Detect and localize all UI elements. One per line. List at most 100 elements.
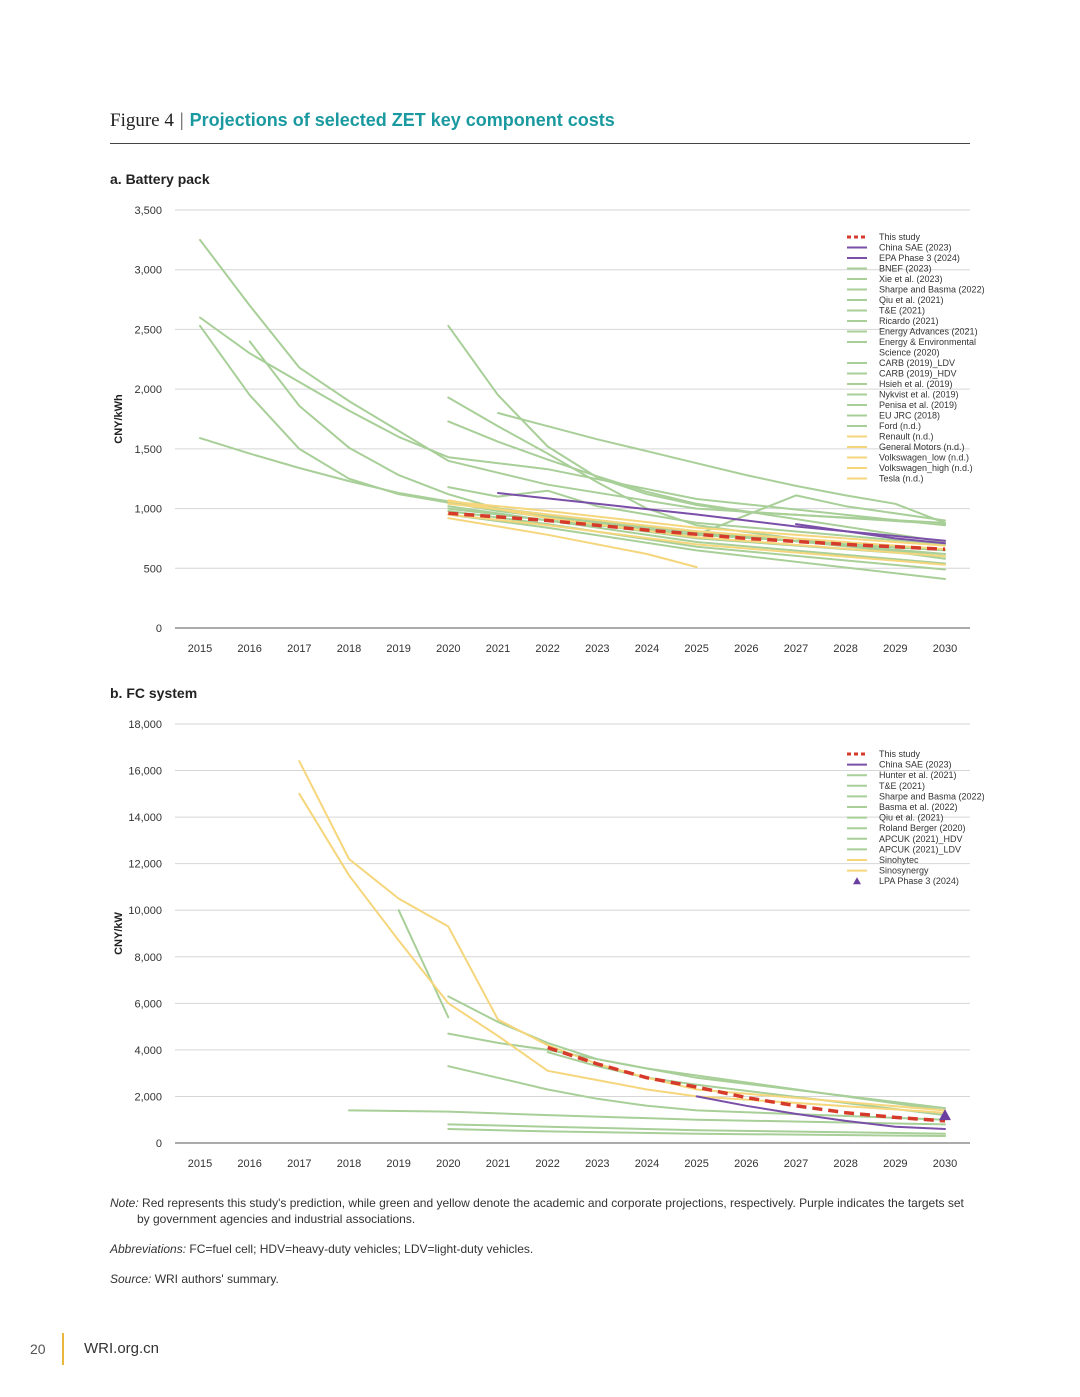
note-paragraph: Note: Red represents this study's predic… xyxy=(110,1195,970,1227)
y-tick-label: 10,000 xyxy=(128,905,162,917)
x-tick-label: 2019 xyxy=(386,643,410,655)
series-line-nykvist-et-al-2019 xyxy=(447,507,946,565)
series-line-carb-2019-hdv xyxy=(447,486,946,546)
source-paragraph: Source: WRI authors' summary. xyxy=(110,1271,970,1287)
x-tick-label: 2016 xyxy=(237,1158,261,1170)
y-tick-label: 12,000 xyxy=(128,859,162,871)
y-tick-label: 2,000 xyxy=(134,1091,162,1103)
legend-swatch-triangle xyxy=(853,877,861,885)
legend-label: BNEF (2023) xyxy=(879,264,932,274)
legend-label: Hsieh et al. (2019) xyxy=(879,379,953,389)
heading-rule xyxy=(110,143,970,144)
legend-label: Energy Advances (2021) xyxy=(879,327,978,337)
abbreviations-label: Abbreviations: xyxy=(110,1242,187,1256)
series-line-this-study xyxy=(448,511,946,551)
legend-label: EPA Phase 3 (2024) xyxy=(879,253,960,263)
x-tick-label: 2017 xyxy=(287,643,311,655)
y-tick-label: 2,500 xyxy=(134,324,162,336)
marker-lpa-phase-3-2024 xyxy=(939,1109,951,1121)
series-line-sinosynergy xyxy=(298,792,946,1114)
legend-label: Xie et al. (2023) xyxy=(879,274,943,284)
legend-label: Volkswagen_high (n.d.) xyxy=(879,463,973,473)
legend-label: Hunter et al. (2021) xyxy=(879,770,957,780)
y-tick-label: 6,000 xyxy=(134,998,162,1010)
y-tick-label: 16,000 xyxy=(128,766,162,778)
figure-notes: Note: Red represents this study's predic… xyxy=(110,1195,970,1301)
x-tick-label: 2023 xyxy=(585,1158,609,1170)
legend-label: Sinohytec xyxy=(879,855,919,865)
x-tick-label: 2025 xyxy=(684,1158,708,1170)
abbreviations-text: FC=fuel cell; HDV=heavy-duty vehicles; L… xyxy=(186,1242,534,1256)
legend-label: Renault (n.d.) xyxy=(879,432,934,442)
legend-label: T&E (2021) xyxy=(879,781,925,791)
series-line-tesla-n-d xyxy=(447,517,698,569)
note-label: Note: xyxy=(110,1196,139,1210)
legend-label: APCUK (2021)_LDV xyxy=(879,844,961,854)
x-tick-label: 2027 xyxy=(784,643,808,655)
y-tick-label: 4,000 xyxy=(134,1045,162,1057)
legend-label: Qiu et al. (2021) xyxy=(879,813,944,823)
legend-label: Volkswagen_low (n.d.) xyxy=(879,453,969,463)
series-line-apcuk-2021-hdv xyxy=(447,1128,946,1137)
y-axis-label: CNY/kWh xyxy=(113,394,125,444)
legend-label: Roland Berger (2020) xyxy=(879,823,966,833)
x-tick-label: 2018 xyxy=(337,1158,361,1170)
legend-label: General Motors (n.d.) xyxy=(879,442,965,452)
y-tick-label: 1,500 xyxy=(134,444,162,456)
y-tick-label: 18,000 xyxy=(128,719,162,731)
series-line-volkswagen-high-n-d xyxy=(447,500,946,547)
legend-label: Tesla (n.d.) xyxy=(879,474,924,484)
page-number: 20 xyxy=(30,1341,46,1357)
y-tick-label: 0 xyxy=(156,1138,162,1150)
x-tick-label: 2030 xyxy=(933,643,957,655)
series-line-energy-environmental-science-2020 xyxy=(447,420,946,543)
series-line-roland-berger-2020 xyxy=(447,1123,946,1135)
x-tick-label: 2027 xyxy=(784,1158,808,1170)
x-tick-label: 2020 xyxy=(436,643,460,655)
y-tick-label: 1,000 xyxy=(134,504,162,516)
footer-url-link[interactable]: WRI.org.cn xyxy=(84,1340,160,1357)
fc-system-chart: 0 2,000 4,000 6,000 8,000 10,000 12,000 14,000 1… xyxy=(113,719,985,1170)
legend-label: APCUK (2021)_HDV xyxy=(879,834,963,844)
series-line-china-sae-2023 xyxy=(695,1095,946,1130)
y-tick-label: 14,000 xyxy=(128,812,162,824)
panel-b-title: b. FC system xyxy=(110,685,198,701)
series-line-epa-phase-3-2024 xyxy=(795,523,946,545)
legend-label: This study xyxy=(879,749,921,759)
series-line-sharpe-and-basma-2022 xyxy=(447,1032,946,1112)
legend-label: EU JRC (2018) xyxy=(879,411,940,421)
series-line-eu-jrc-2018 xyxy=(447,513,946,580)
legend-label: Science (2020) xyxy=(879,348,940,358)
legend-label: Qiu et al. (2021) xyxy=(879,295,944,305)
legend-label: CARB (2019)_HDV xyxy=(879,369,957,379)
series-line-qiu-et-al-2021 xyxy=(348,1109,946,1126)
x-tick-label: 2030 xyxy=(933,1158,957,1170)
x-tick-label: 2028 xyxy=(833,643,857,655)
legend-label: T&E (2021) xyxy=(879,306,925,316)
series-line-basma-et-al-2022 xyxy=(447,1065,946,1121)
legend-label: China SAE (2023) xyxy=(879,760,952,770)
figure-heading: Figure 4 | Projections of selected ZET key… xyxy=(110,110,615,132)
x-tick-label: 2015 xyxy=(188,643,212,655)
x-tick-label: 2026 xyxy=(734,643,758,655)
x-tick-label: 2021 xyxy=(486,643,510,655)
note-text: Red represents this study's prediction, … xyxy=(137,1196,964,1226)
legend-label: LPA Phase 3 (2024) xyxy=(879,876,959,886)
x-tick-label: 2028 xyxy=(833,1158,857,1170)
footer-divider xyxy=(62,1333,64,1365)
legend-label: China SAE (2023) xyxy=(879,243,952,253)
legend-label: Ford (n.d.) xyxy=(879,421,921,431)
y-tick-label: 3,500 xyxy=(134,205,162,217)
abbreviations-paragraph: Abbreviations: FC=fuel cell; HDV=heavy-d… xyxy=(110,1241,970,1257)
y-tick-label: 8,000 xyxy=(134,952,162,964)
series-line-energy-advances-2021 xyxy=(447,396,946,560)
y-tick-label: 500 xyxy=(144,563,162,575)
x-tick-label: 2018 xyxy=(337,643,361,655)
x-tick-label: 2026 xyxy=(734,1158,758,1170)
x-tick-label: 2029 xyxy=(883,643,907,655)
panel-a-title: a. Battery pack xyxy=(110,171,210,187)
x-tick-label: 2022 xyxy=(535,643,559,655)
x-tick-label: 2022 xyxy=(535,1158,559,1170)
x-tick-label: 2015 xyxy=(188,1158,212,1170)
source-label: Source: xyxy=(110,1272,152,1286)
